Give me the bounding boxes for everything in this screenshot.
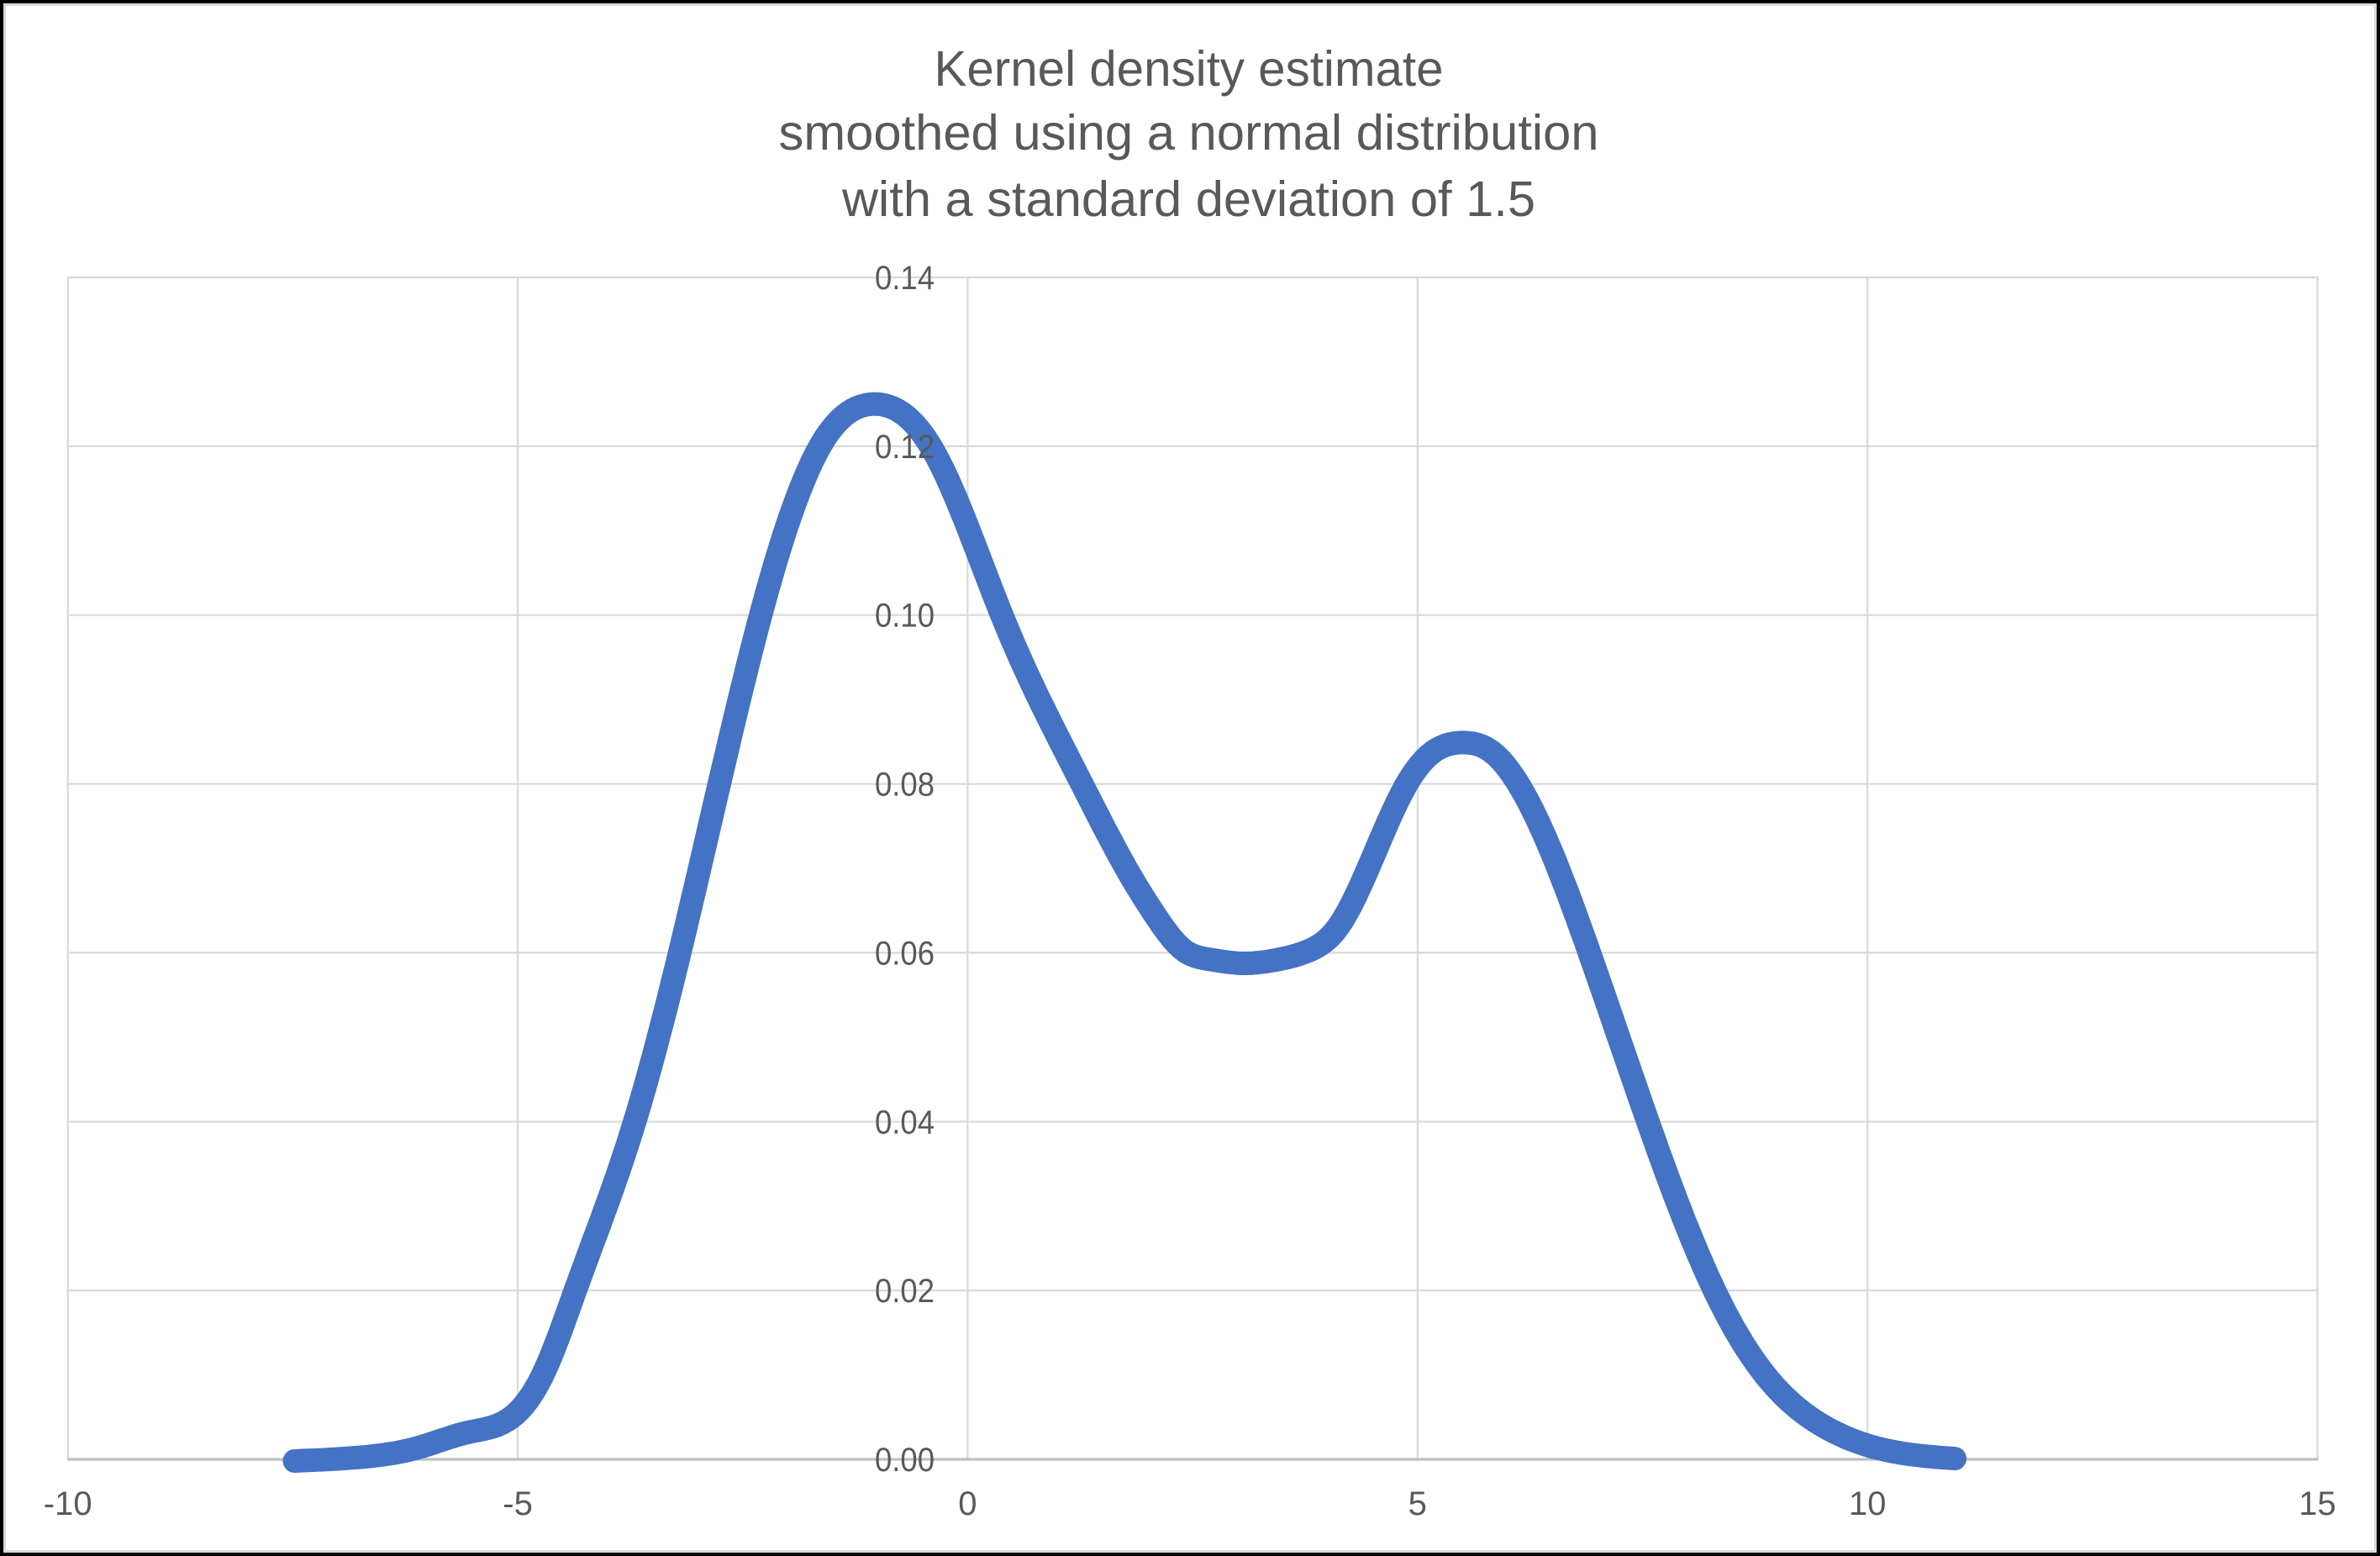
svg-text:0.08: 0.08	[875, 767, 935, 804]
svg-text:0.04: 0.04	[875, 1104, 935, 1141]
svg-text:-5: -5	[503, 1485, 533, 1522]
svg-text:5: 5	[1409, 1485, 1427, 1522]
svg-text:0.10: 0.10	[875, 598, 935, 635]
svg-text:with a standard deviation of 1: with a standard deviation of 1.5	[841, 171, 1535, 227]
svg-text:0.14: 0.14	[875, 260, 935, 297]
svg-text:smoothed using a normal distri: smoothed using a normal distribution	[779, 104, 1599, 161]
svg-text:15: 15	[2298, 1485, 2336, 1522]
svg-text:0: 0	[958, 1485, 977, 1522]
svg-text:0.02: 0.02	[875, 1273, 935, 1310]
svg-text:0.12: 0.12	[875, 429, 935, 466]
svg-text:0.06: 0.06	[875, 935, 935, 972]
svg-text:Kernel density estimate: Kernel density estimate	[935, 40, 1444, 97]
svg-text:10: 10	[1849, 1485, 1887, 1522]
svg-text:0.00: 0.00	[875, 1442, 935, 1479]
svg-text:-10: -10	[44, 1485, 92, 1522]
